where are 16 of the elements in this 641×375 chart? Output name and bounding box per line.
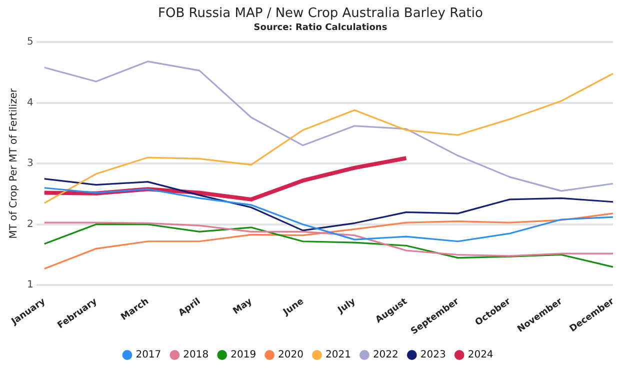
- legend-label: 2017: [136, 350, 162, 361]
- y-tick-label: 5: [26, 36, 34, 48]
- y-tick-label: 3: [26, 158, 34, 170]
- legend-label: 2019: [230, 350, 256, 361]
- legend-label: 2024: [468, 350, 494, 361]
- legend-label: 2020: [278, 350, 304, 361]
- chart-title: FOB Russia MAP / New Crop Australia Barley Ratio: [157, 6, 484, 21]
- y-tick-label: 4: [26, 97, 34, 108]
- y-tick-label: 1: [26, 280, 34, 291]
- legend-label: 2023: [420, 350, 446, 361]
- legend-label: 2022: [372, 350, 398, 361]
- y-axis-title: MT of Crop Per MT of Fertilizer: [8, 88, 20, 239]
- chart-subtitle: Source: Ratio Calculations: [252, 23, 388, 33]
- legend-label: 2021: [326, 350, 351, 361]
- y-tick-label: 2: [26, 218, 34, 230]
- legend-label: 2018: [183, 350, 209, 361]
